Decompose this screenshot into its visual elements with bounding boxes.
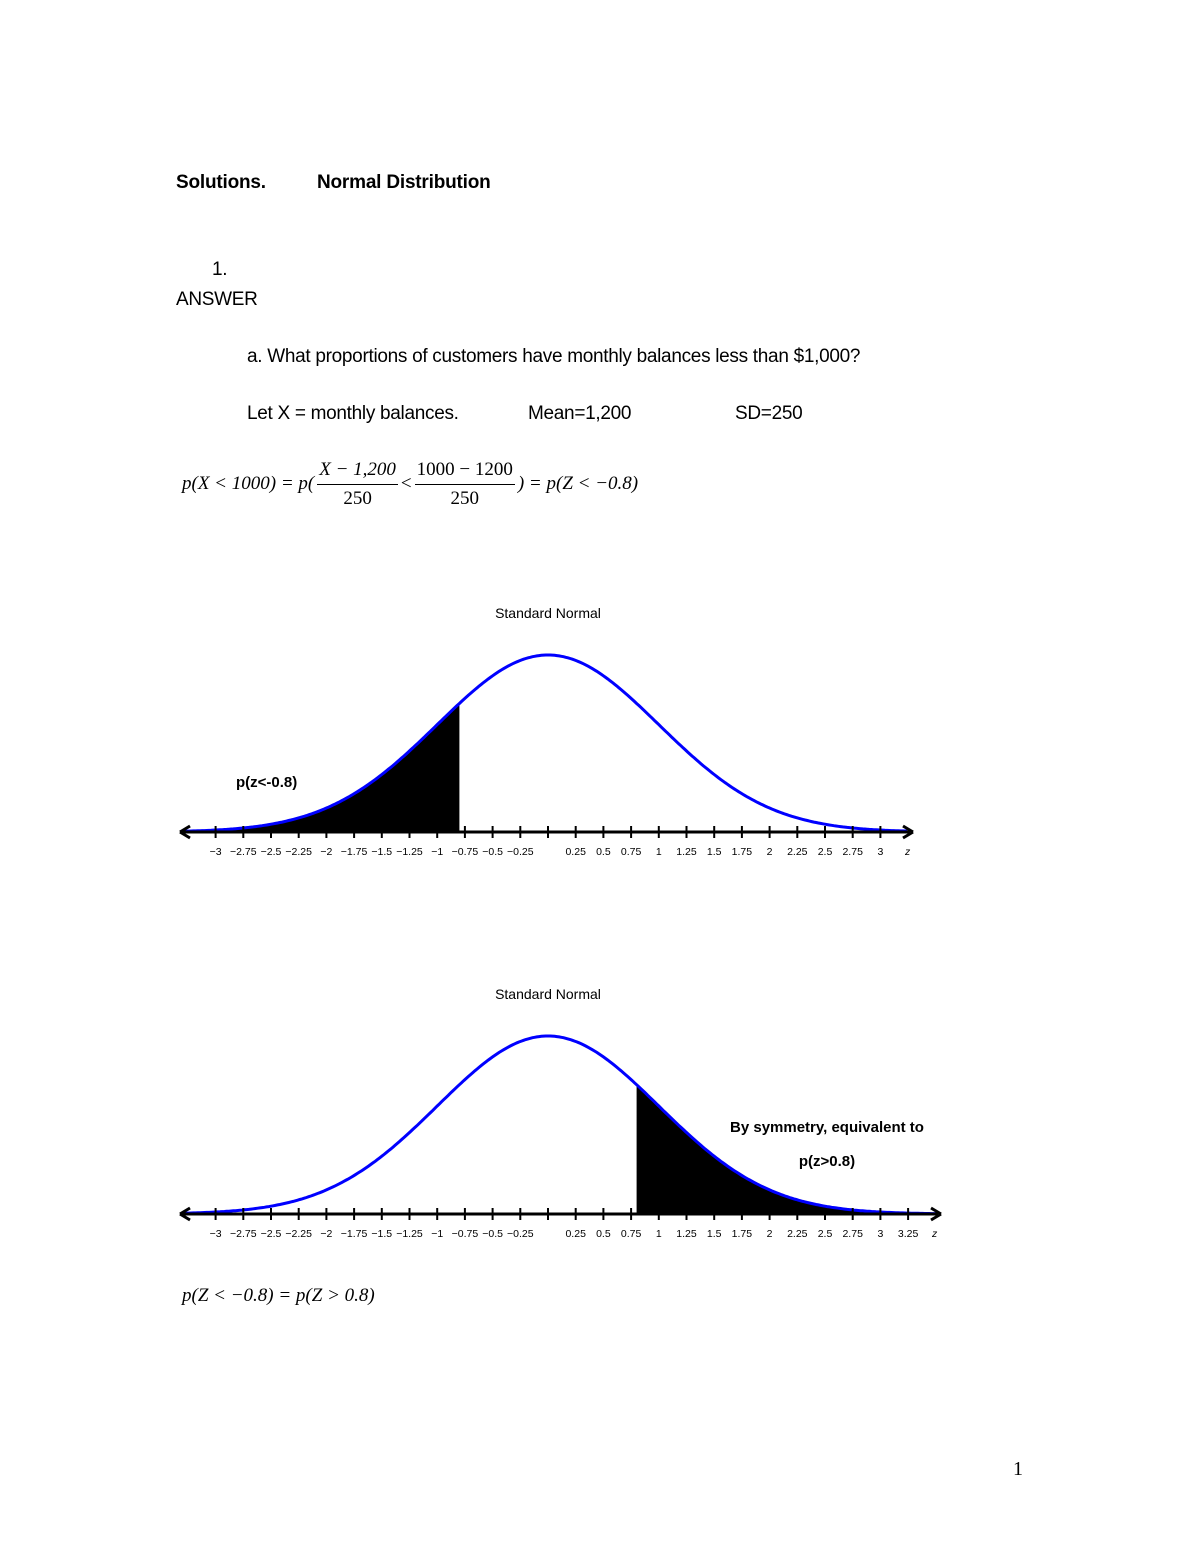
svg-text:−0.75: −0.75 <box>452 846 479 858</box>
fraction-denominator: 250 <box>343 488 372 509</box>
svg-text:−1: −1 <box>431 846 443 858</box>
chart-title: Standard Normal <box>495 986 601 1002</box>
svg-text:2.5: 2.5 <box>818 1228 833 1240</box>
normal-curve <box>182 653 908 833</box>
fraction-denominator: 250 <box>450 488 480 509</box>
svg-text:2: 2 <box>767 1228 773 1240</box>
svg-text:−2.25: −2.25 <box>285 846 312 858</box>
svg-text:−2.5: −2.5 <box>261 1228 282 1240</box>
svg-text:−1.75: −1.75 <box>341 846 368 858</box>
x-axis-ticks <box>214 1208 910 1220</box>
svg-text:1.25: 1.25 <box>676 846 697 858</box>
svg-text:0.5: 0.5 <box>596 846 611 858</box>
svg-text:1.25: 1.25 <box>676 1228 697 1240</box>
svg-text:−0.5: −0.5 <box>482 846 503 858</box>
svg-text:3: 3 <box>877 1228 883 1240</box>
svg-text:−1.5: −1.5 <box>371 1228 392 1240</box>
title-solutions: Solutions. <box>176 172 266 193</box>
svg-text:2.5: 2.5 <box>818 846 833 858</box>
answer-label: ANSWER <box>176 289 258 310</box>
given-variable: Let X = monthly balances. <box>247 403 459 424</box>
given-mean: Mean=1,200 <box>528 403 632 424</box>
axis-arrow-left-icon <box>179 1206 191 1222</box>
shaded-area-left-tail <box>187 703 460 832</box>
annotation-p-z-greater: p(z>0.8) <box>799 1153 855 1170</box>
svg-text:z: z <box>931 1228 938 1240</box>
svg-text:−2.75: −2.75 <box>230 1228 257 1240</box>
svg-text:1: 1 <box>656 846 662 858</box>
chart-title: Standard Normal <box>495 605 601 621</box>
x-axis-ticks <box>214 826 882 838</box>
svg-text:−0.75: −0.75 <box>452 1228 479 1240</box>
svg-text:−0.25: −0.25 <box>507 1228 534 1240</box>
equation-z-transform: p(X < 1000) = p(X − 1,200 250 <1000 − 1200… <box>182 458 638 511</box>
svg-text:−1.5: −1.5 <box>371 846 392 858</box>
fraction-numerator: X − 1,200 <box>317 458 398 485</box>
svg-text:1.75: 1.75 <box>732 1228 753 1240</box>
equation-lhs: p(X < 1000) = p( <box>182 472 315 494</box>
svg-text:0.75: 0.75 <box>621 846 642 858</box>
svg-text:1.5: 1.5 <box>707 846 722 858</box>
svg-text:−2.75: −2.75 <box>230 846 257 858</box>
chart-standard-normal-left-tail: Standard Normal −3 −2.75 −2.5 −2.25 −2 −1.75−… <box>179 605 914 858</box>
title-normal-distribution: Normal Distribution <box>317 172 491 193</box>
shaded-area-right-tail <box>636 1084 936 1214</box>
svg-text:0.5: 0.5 <box>596 1228 611 1240</box>
svg-text:2.75: 2.75 <box>842 1228 863 1240</box>
chart-standard-normal-right-tail: Standard Normal −3 −2.75 −2.5 −2.25 −2 −1.75−… <box>179 986 942 1240</box>
svg-text:2.25: 2.25 <box>787 846 808 858</box>
equation-symmetry: p(Z < −0.8) = p(Z > 0.8) <box>182 1285 375 1306</box>
x-axis-tick-labels: −3 −2.75 −2.5 −2.25 −2 −1.75 −1.5 −1.25 −1 −0.75−… <box>210 1228 938 1240</box>
question-a: a. What proportions of customers have mo… <box>247 346 861 367</box>
svg-text:−2.5: −2.5 <box>261 846 282 858</box>
svg-text:−3: −3 <box>210 846 222 858</box>
svg-text:1: 1 <box>656 1228 662 1240</box>
svg-text:1.75: 1.75 <box>732 846 753 858</box>
svg-text:−0.25: −0.25 <box>507 846 534 858</box>
svg-text:−1: −1 <box>431 1228 443 1240</box>
svg-text:0.25: 0.25 <box>565 846 586 858</box>
fraction-standardize-x: X − 1,200 250 <box>317 458 398 511</box>
axis-arrow-right-icon <box>930 1206 942 1222</box>
x-axis-tick-labels: −3 −2.75 −2.5 −2.25 −2 −1.75 −1.5 −1.25 −1 −0.75−… <box>210 846 911 858</box>
annotation-by-symmetry: By symmetry, equivalent to <box>730 1119 924 1136</box>
page-number: 1 <box>1013 1458 1023 1480</box>
svg-text:−2: −2 <box>320 846 332 858</box>
svg-text:3: 3 <box>877 846 883 858</box>
svg-text:−2: −2 <box>320 1228 332 1240</box>
svg-text:−1.25: −1.25 <box>396 846 423 858</box>
svg-text:0.25: 0.25 <box>565 1228 586 1240</box>
svg-text:−3: −3 <box>210 1228 222 1240</box>
equation-rhs: ) = p(Z < −0.8) <box>517 472 639 494</box>
axis-arrow-left-icon <box>179 824 191 840</box>
svg-text:−2.25: −2.25 <box>285 1228 312 1240</box>
fraction-standardize-value: 1000 − 1200 250 <box>414 458 515 511</box>
svg-text:3.25: 3.25 <box>898 1228 919 1240</box>
normal-curve <box>182 1034 936 1216</box>
axis-arrow-right-icon <box>902 824 914 840</box>
fraction-numerator: 1000 − 1200 <box>414 458 515 485</box>
given-sd: SD=250 <box>735 403 803 424</box>
question-number: 1. <box>212 259 228 280</box>
svg-text:2.25: 2.25 <box>787 1228 808 1240</box>
svg-text:2: 2 <box>767 846 773 858</box>
svg-text:z: z <box>904 846 911 858</box>
svg-text:−1.75: −1.75 <box>341 1228 368 1240</box>
svg-text:0.75: 0.75 <box>621 1228 642 1240</box>
annotation-p-z-less: p(z<-0.8) <box>236 774 297 791</box>
svg-text:−1.25: −1.25 <box>396 1228 423 1240</box>
svg-text:−0.5: −0.5 <box>482 1228 503 1240</box>
less-than: < <box>400 472 412 494</box>
svg-text:2.75: 2.75 <box>842 846 863 858</box>
svg-text:1.5: 1.5 <box>707 1228 722 1240</box>
